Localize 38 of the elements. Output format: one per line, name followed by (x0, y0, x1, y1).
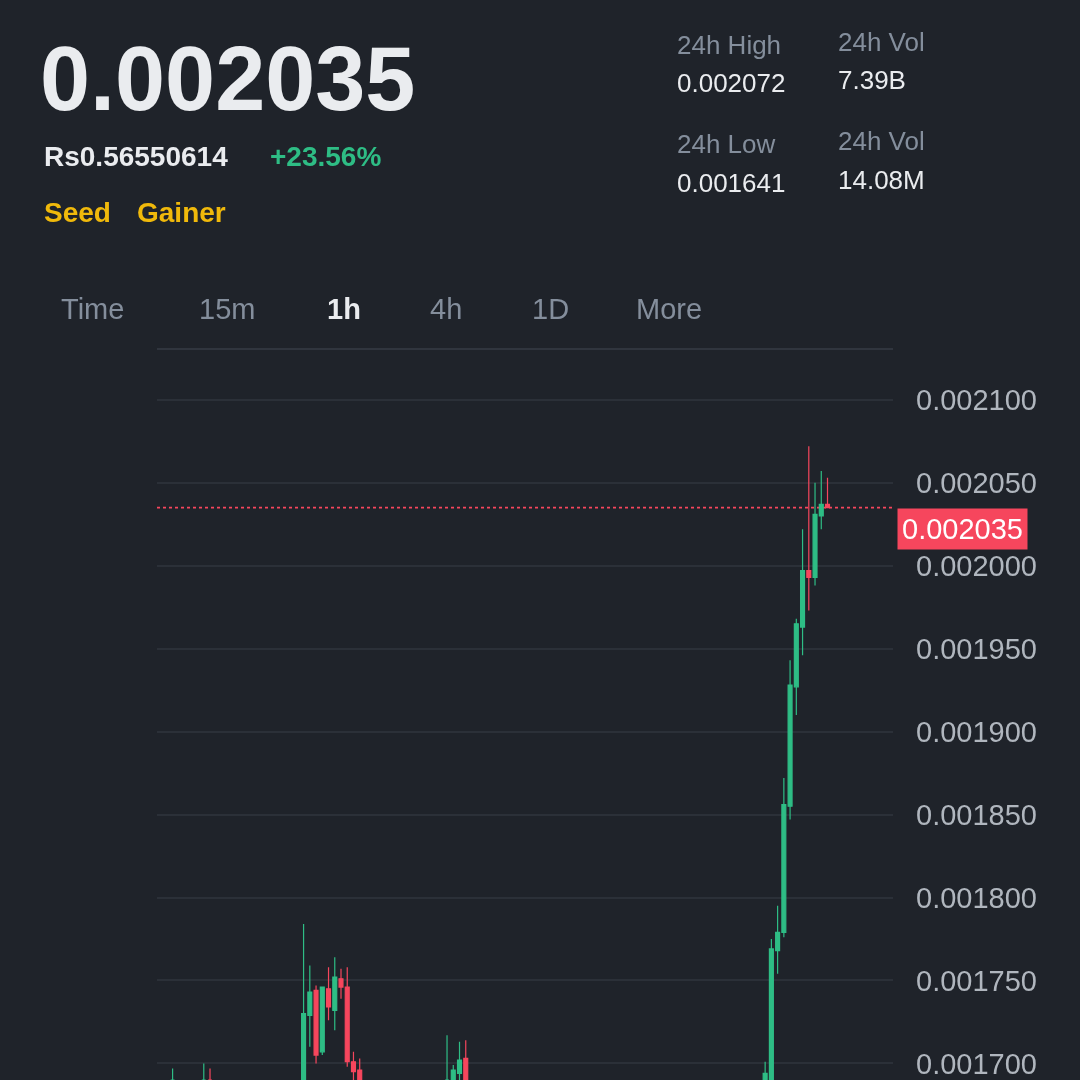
text: 0.001641 (677, 168, 786, 198)
y-tick-label: 0.001700 (916, 1047, 1037, 1080)
text: 24h Low (677, 129, 776, 159)
candlestick (463, 1039, 469, 1080)
candlestick (332, 956, 338, 1031)
text: Gainer (137, 197, 226, 228)
text: 0.002072 (677, 68, 786, 98)
y-tick-label: 0.001800 (916, 881, 1037, 914)
text: 1h (327, 293, 361, 325)
y-tick-label: 0.001900 (916, 715, 1037, 748)
text: 14.08M (838, 165, 925, 195)
y-tick-label: 0.002000 (916, 549, 1037, 582)
text: 4h (430, 293, 463, 325)
text: 15m (199, 293, 256, 325)
text: 24h Vol (838, 126, 925, 156)
candlestick (444, 1034, 450, 1080)
candlestick (170, 1067, 176, 1080)
candlestick (313, 984, 319, 1065)
text: +23.56% (270, 141, 382, 172)
candlestick (207, 1067, 213, 1080)
ref-line-label: 0.002035 (902, 513, 1023, 545)
chart-title: 0.002035 (40, 28, 416, 129)
y-tick-label: 0.001950 (916, 632, 1037, 665)
candlestick (325, 966, 332, 1021)
text: 24h Vol (838, 27, 925, 57)
y-tick-label: 0.001850 (916, 798, 1037, 831)
text: More (636, 293, 703, 325)
candlestick (201, 1062, 207, 1080)
text: 7.39B (838, 65, 906, 95)
text: Time (61, 293, 125, 325)
text: Rs0.56550614 (44, 141, 229, 172)
text: Seed (44, 197, 111, 228)
candlestick (319, 986, 325, 1056)
y-tick-label: 0.001750 (916, 964, 1037, 997)
y-tick-label: 0.002100 (916, 383, 1037, 416)
text: 24h High (677, 30, 782, 60)
y-tick-label: 0.002050 (916, 466, 1037, 499)
text: 1D (532, 293, 570, 325)
